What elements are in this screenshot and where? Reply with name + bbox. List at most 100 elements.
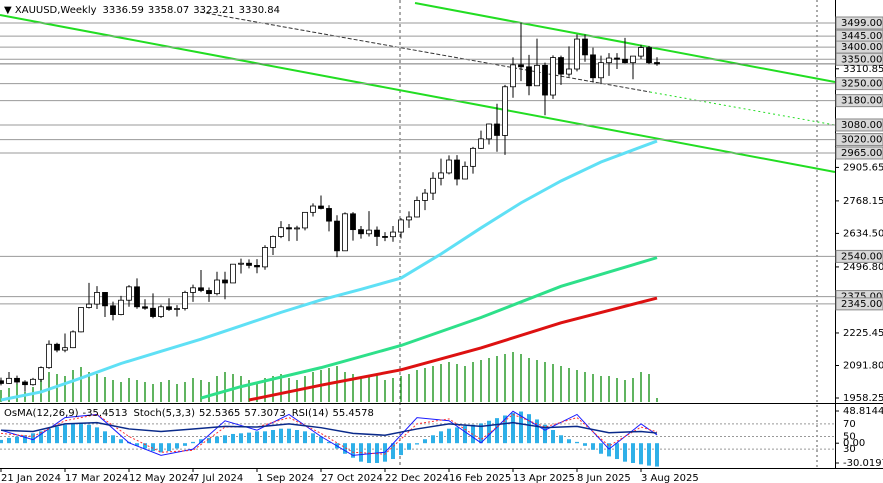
indicator-line [0,410,658,456]
level-label-box [835,52,883,66]
candle-body [46,343,52,369]
candle-body [94,292,100,305]
osma-bar [215,436,219,444]
osma-bar [55,426,59,444]
osma-bar [47,428,51,444]
osma-bar [623,443,627,462]
osma-bar [575,441,579,444]
candle-body [294,227,300,230]
osma-bar [15,436,19,444]
osma-bar [535,419,539,444]
candle-body [286,227,292,230]
candle-body [614,57,620,60]
osma-bar [239,433,243,444]
osma-bar [551,430,555,444]
candle-body [190,287,196,293]
osma-bar [655,443,659,467]
osma-bar [167,443,171,452]
osma-bar [463,426,467,444]
candle-body [446,159,452,174]
osma-bar [607,443,611,457]
osma-bar [103,431,107,444]
y-tick-label: 2965.00 [841,148,882,159]
candle-body [62,347,68,351]
y-tick-label: 3400.00 [841,42,882,53]
candle-body [654,62,660,65]
osma-bar [23,435,27,444]
osma-bar [79,423,83,444]
osma-bar [7,437,11,444]
candle-body [222,279,228,284]
y-tick-label: -30.0197 [843,458,883,469]
moving-average [200,256,658,400]
osma-value: -35.4513 [83,408,128,419]
x-tick-label: 8 Jun 2025 [577,473,631,483]
candle-body [582,38,588,56]
y-tick-label: 48.8144 [843,406,883,417]
candle-body [406,216,412,221]
osma-bar [647,443,651,466]
x-tick-label: 3 Aug 2025 [641,473,699,483]
y-tick-label: 30 [843,444,856,455]
moving-average [0,139,658,402]
osma-bar [135,443,139,446]
osma-bar [343,443,347,454]
candle-body [150,307,156,317]
candle-body [438,172,444,179]
candle-body [302,211,308,229]
osma-bar [231,433,235,444]
osma-bar [639,443,643,465]
x-tick-label: 16 Feb 2025 [449,473,511,483]
candle-body [478,138,484,149]
y-tick-label: 2225.45 [843,328,883,339]
candle-body [254,265,260,268]
osma-bar [543,424,547,444]
candle-body [238,262,244,265]
candle-body [606,57,612,64]
icon: ▼ [4,5,15,16]
candle-body [638,47,644,57]
candle-body [166,306,172,310]
osma-bar [391,443,395,460]
level-label-box [835,249,883,263]
osma-bar [511,412,515,444]
y-tick-label: 2091.80 [843,360,883,371]
symbol: XAUUSD,Weekly [15,5,97,16]
y-tick-label: 2540.00 [841,251,882,262]
candle-body [374,229,380,237]
candle-body [510,64,516,88]
open: 3336.59 [103,5,144,16]
x-tick-label: 22 Dec 2024 [385,473,449,483]
osma-bar [599,443,603,454]
osma-bar [487,420,491,444]
candle-body [646,47,652,64]
x-tick-label: 13 Apr 2025 [513,473,575,483]
osma-bar [191,441,195,444]
rsi-value: 55.4578 [332,408,373,419]
osma-bar [631,443,635,463]
y-tick-label: 3445.00 [841,31,882,42]
osma-bar [431,435,435,444]
level-label-box [835,297,883,311]
y-tick-label: 3350.00 [841,54,882,65]
candle-body [542,64,548,96]
y-tick-label: 50 [843,432,856,443]
candle-body [278,227,284,237]
osma-bar [255,431,259,444]
osma-bar [71,423,75,444]
low: 3323.21 [193,5,234,16]
trend-line [649,91,836,126]
moving-average [248,296,658,402]
drawings [0,0,883,469]
chart-header: ▼ XAUUSD,Weekly 3336.59 3358.07 3323.21 3330… [4,5,280,16]
candle-body [230,263,236,284]
osma-bar [247,432,251,444]
candle-body [22,381,28,386]
stoch-signal: 57.3073 [244,408,285,419]
candle-body [342,213,348,252]
y-tick-label: 2496.80 [843,262,883,273]
x-tick-label: 27 Oct 2024 [321,473,383,483]
osma-bar [503,415,507,444]
